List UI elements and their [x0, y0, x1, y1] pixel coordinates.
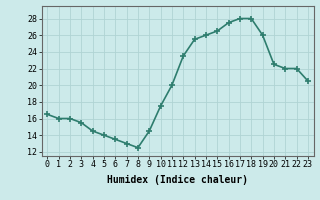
X-axis label: Humidex (Indice chaleur): Humidex (Indice chaleur): [107, 175, 248, 185]
